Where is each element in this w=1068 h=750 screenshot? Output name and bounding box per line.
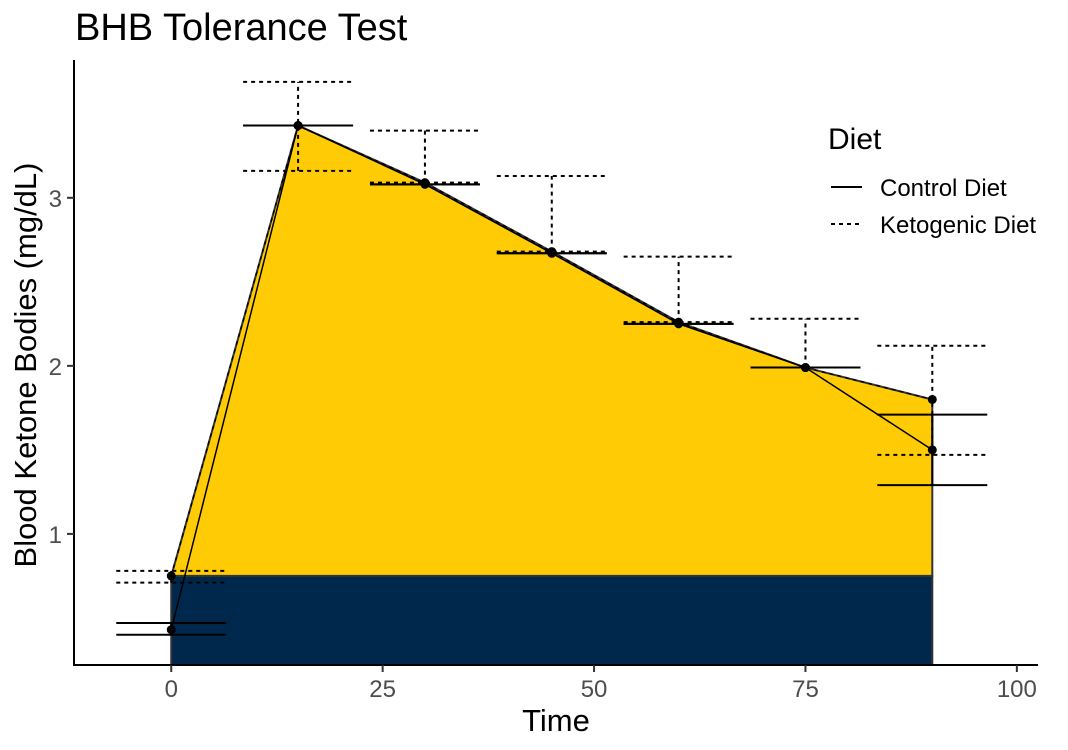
data-point (420, 178, 430, 188)
lower-band-area (170, 574, 934, 666)
y-tick-label: 1 (49, 522, 62, 549)
error-bar (496, 174, 607, 253)
plot-area (116, 80, 988, 666)
legend-title: Diet (828, 123, 882, 156)
x-tick-label: 0 (165, 676, 178, 703)
x-axis-title: Time (522, 703, 590, 738)
data-point (927, 394, 937, 404)
data-point (927, 445, 937, 455)
x-tick-label: 25 (369, 676, 396, 703)
data-point (166, 571, 176, 581)
y-axis-title: Blood Ketone Bodies (mg/dL) (8, 163, 43, 568)
legend-label-ketogenic: Ketogenic Diet (880, 212, 1036, 239)
tick-layer: 0 25 50 75 100 1 2 3 (49, 186, 1037, 703)
data-point (674, 317, 684, 327)
x-tick-label: 100 (997, 676, 1037, 703)
x-tick-label: 50 (581, 676, 608, 703)
y-tick-label: 3 (49, 186, 62, 213)
error-bar (243, 80, 354, 172)
data-point (800, 363, 810, 373)
data-point (293, 121, 303, 131)
x-tick-label: 75 (792, 676, 819, 703)
chart-title: BHB Tolerance Test (75, 7, 408, 49)
axes (73, 60, 1038, 666)
data-point (166, 625, 176, 635)
error-bar (623, 255, 734, 324)
error-bar (877, 344, 988, 456)
legend-label-control: Control Diet (880, 175, 1007, 202)
error-bar (369, 129, 480, 184)
data-point (547, 247, 557, 257)
legend: Diet Control Diet Ketogenic Diet (828, 123, 1036, 239)
error-bar (750, 317, 861, 369)
series-ketogenic-diet (116, 80, 988, 584)
y-tick-label: 2 (49, 354, 62, 381)
